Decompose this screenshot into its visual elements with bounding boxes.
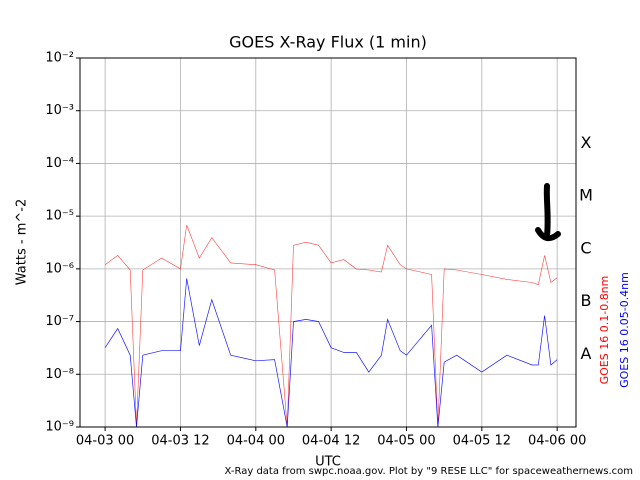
y-tick-label: 10⁻⁴ [45,156,74,171]
y-axis-label: Watts - m^-2 [15,199,30,285]
x-tick-label: 04-04 12 [302,434,360,449]
y-tick-label: 10⁻³ [45,103,74,118]
y-tick-label: 10⁻⁶ [45,261,74,276]
y-tick-label: 10⁻⁸ [45,367,74,382]
x-tick-label: 04-04 00 [227,434,285,449]
series-line [104,278,558,428]
x-tick-label: 04-06 00 [528,434,586,449]
grid [80,58,576,427]
series-line [104,224,558,428]
legend-label: GOES 16 0.05-0.4nm [618,272,631,388]
x-tick-label: 04-03 12 [151,434,209,449]
x-tick-label: 04-05 12 [453,434,511,449]
x-tick-label: 04-05 00 [377,434,435,449]
plot-area [80,58,576,427]
chart-title: GOES X-Ray Flux (1 min) [229,33,427,52]
data [104,224,558,428]
y-tick-label: 10⁻⁷ [45,314,74,329]
footer: X-Ray data from swpc.noaa.gov. Plot by "… [225,466,633,477]
legend-label: GOES 16 0.1-0.8nm [598,276,611,385]
plot-frame [79,57,577,428]
x-tick-label: 04-03 00 [76,434,134,449]
flare-class-label: C [580,238,591,257]
x-axis-label: UTC [315,455,341,470]
flare-class-label: M [579,186,593,205]
flare-class-label: X [581,133,592,152]
arrow-annotation [535,183,561,242]
y-tick-label: 10⁻⁵ [45,209,74,224]
y-tick-label: 10⁻⁹ [45,420,74,435]
flare-class-label: B [581,291,592,310]
flare-class-label: A [581,344,592,363]
y-tick-label: 10⁻² [45,51,74,66]
